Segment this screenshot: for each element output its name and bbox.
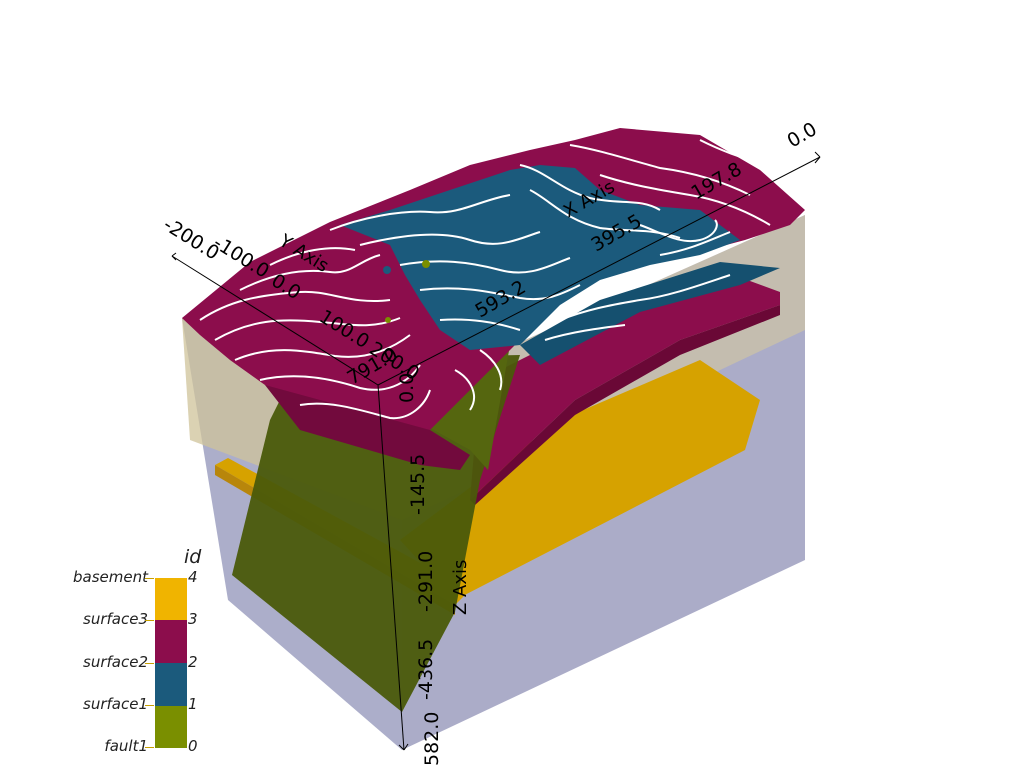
- legend-tick: [145, 620, 154, 621]
- legend-swatch-fault1: [155, 706, 187, 748]
- data-marker: [385, 317, 391, 323]
- legend-value-4: 4: [188, 568, 198, 586]
- legend-label-surface1: surface1: [83, 695, 148, 713]
- surface3-slab-side: [470, 305, 780, 505]
- legend-label-surface3: surface3: [83, 610, 148, 628]
- contour-lines: [199, 139, 771, 420]
- z-tick-label: -145.5: [407, 454, 429, 515]
- data-marker: [422, 260, 430, 268]
- legend-label-surface2: surface2: [83, 653, 148, 671]
- scalar-bar-legend: id basement surface3 surface2 surface1 f…: [60, 546, 220, 763]
- legend-swatch-basement: [155, 578, 187, 620]
- z-tick-label: -291.0: [415, 551, 437, 612]
- legend-value-2: 2: [188, 653, 198, 671]
- legend-value-0: 0: [188, 737, 198, 755]
- surface2-underside: [265, 385, 470, 470]
- surface1-top: [340, 165, 740, 350]
- z-axis-title: Z Axis: [450, 560, 471, 615]
- y-tick-label: -200.0: [159, 214, 223, 265]
- surface1-underside: [520, 262, 780, 365]
- fault1-lit-strip: [430, 345, 510, 470]
- legend-swatch-surface3: [155, 620, 187, 663]
- x-tick-label: 0.0: [784, 118, 821, 152]
- z-tick-label: -436.5: [415, 639, 437, 700]
- legend-title: id: [184, 546, 202, 568]
- legend-tick: [145, 663, 154, 664]
- z-tick-label: 0.0: [396, 373, 418, 403]
- legend-tick: [145, 578, 154, 579]
- legend-swatch-surface1-lower: [155, 663, 187, 706]
- z-tick-label: 582.0: [421, 712, 443, 766]
- legend-tick: [145, 705, 154, 706]
- basement-surface: [400, 360, 760, 600]
- surface3-slab: [470, 270, 780, 500]
- legend-label-basement: basement: [73, 568, 148, 586]
- axes-grid: [171, 151, 821, 751]
- legend-tick: [145, 747, 154, 748]
- legend-value-1: 1: [188, 695, 198, 713]
- legend-label-fault1: fault1: [104, 737, 148, 755]
- legend-value-3: 3: [188, 610, 198, 628]
- data-marker: [383, 266, 391, 274]
